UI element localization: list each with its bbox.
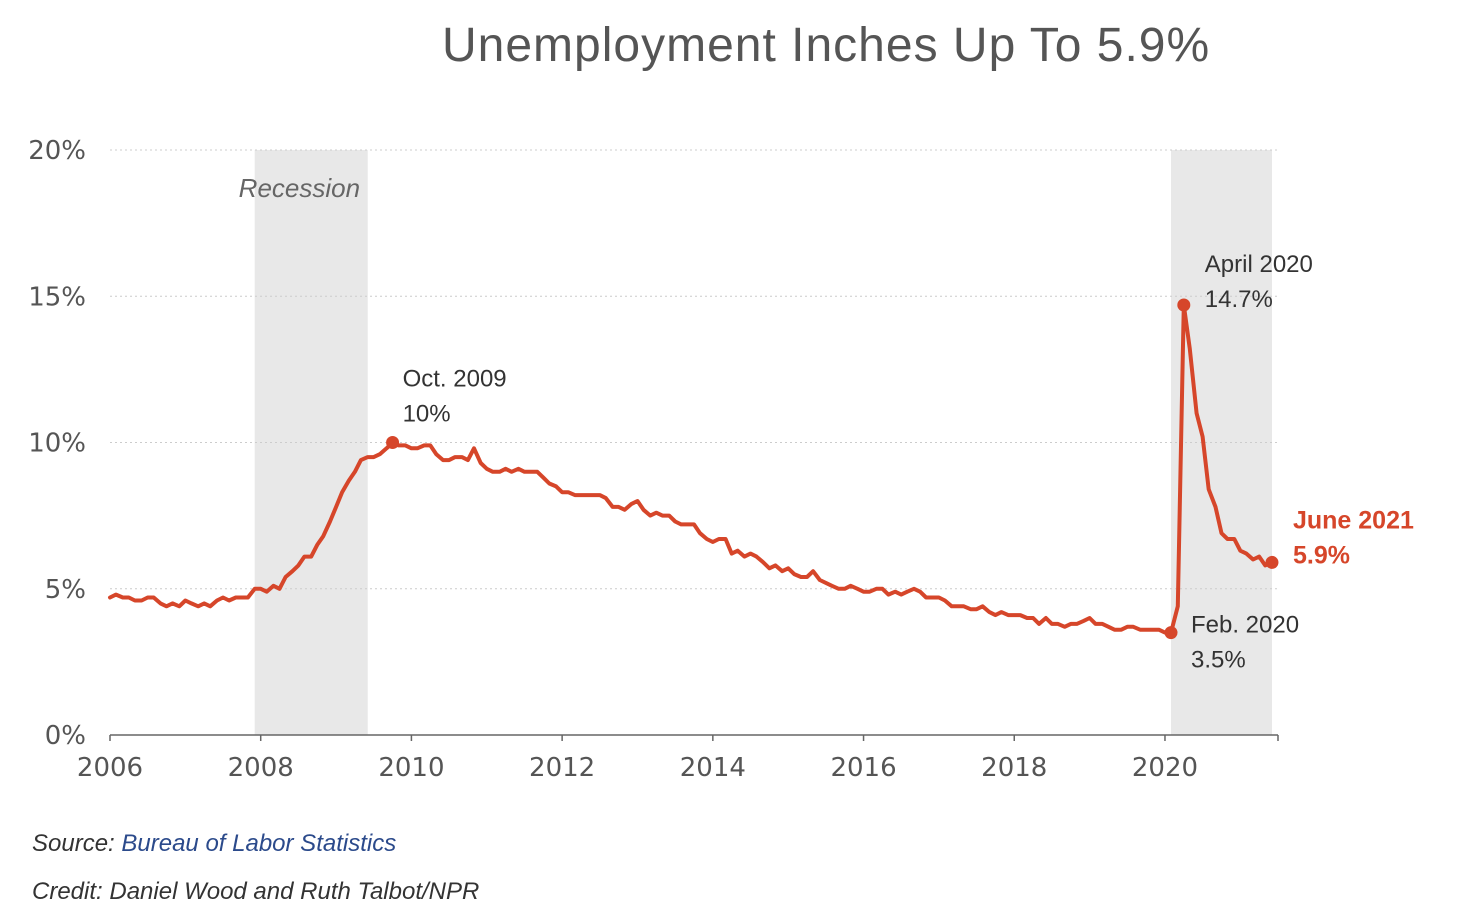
y-tick-label: 15% <box>28 282 86 312</box>
x-tick-label: 2016 <box>830 753 896 783</box>
annotation-dot-latest <box>1265 555 1279 569</box>
annotation-label-peak-2020: 14.7% <box>1205 286 1273 313</box>
chart-title: Unemployment Inches Up To 5.9% <box>442 19 1211 72</box>
credit-line: Credit: Daniel Wood and Ruth Talbot/NPR <box>32 878 480 905</box>
annotation-label-low-2020: 3.5% <box>1191 647 1246 674</box>
annotation-dot-peak-2020 <box>1177 298 1191 312</box>
annotation-label-low-2020: Feb. 2020 <box>1191 612 1299 639</box>
annotation-dot-low-2020 <box>1164 626 1178 640</box>
annotation-label-latest: 5.9% <box>1293 541 1350 569</box>
y-tick-label: 20% <box>28 136 86 166</box>
unemployment-line <box>108 303 1274 635</box>
x-tick-label: 2012 <box>529 753 595 783</box>
x-tick-label: 2014 <box>680 753 746 783</box>
y-tick-label: 0% <box>45 721 86 751</box>
x-tick-label: 2008 <box>228 753 294 783</box>
x-tick-label: 2010 <box>378 753 444 783</box>
source-link[interactable]: Bureau of Labor Statistics <box>121 830 397 857</box>
source-label: Source: <box>32 830 115 857</box>
annotation-label-peak-2009: 10% <box>403 401 451 428</box>
x-tick-label: 2018 <box>981 753 1047 783</box>
x-tick-label: 2020 <box>1132 753 1198 783</box>
source-line: Source: Bureau of Labor Statistics <box>32 830 396 858</box>
annotation-label-peak-2009: Oct. 2009 <box>403 366 507 393</box>
annotation-label-latest: June 2021 <box>1293 506 1414 534</box>
y-tick-label: 10% <box>28 429 86 459</box>
annotation-dot-peak-2009 <box>386 436 400 449</box>
y-tick-label: 5% <box>45 575 86 605</box>
x-tick-label: 2006 <box>77 753 143 783</box>
annotation-label-peak-2020: April 2020 <box>1205 251 1313 278</box>
recession-label: Recession <box>239 173 360 203</box>
